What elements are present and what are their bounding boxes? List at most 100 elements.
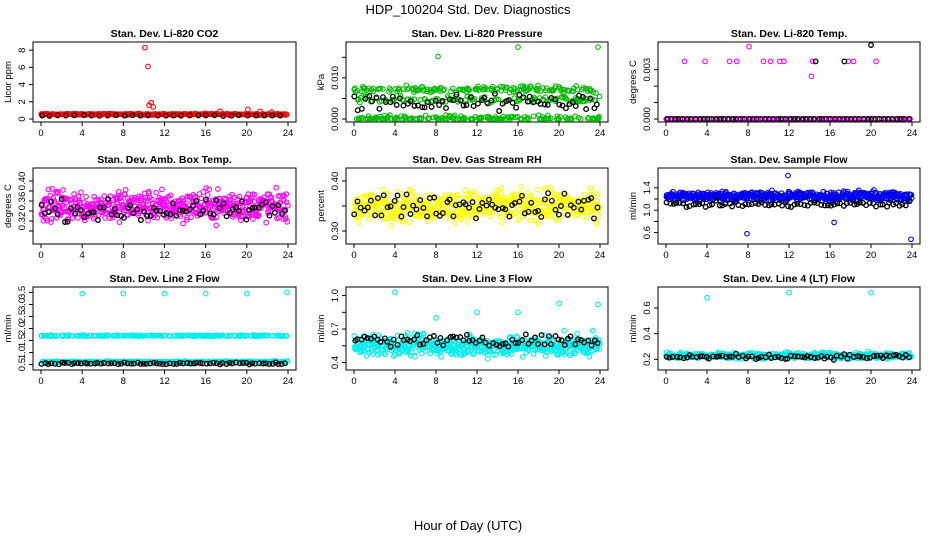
data-point bbox=[153, 189, 160, 196]
data-point bbox=[587, 185, 594, 192]
data-point bbox=[706, 202, 713, 209]
data-point bbox=[490, 351, 496, 358]
data-point bbox=[257, 108, 264, 115]
data-point bbox=[562, 95, 569, 101]
data-point bbox=[193, 359, 200, 366]
data-point bbox=[596, 93, 603, 100]
x-tick-label: 16 bbox=[825, 376, 836, 387]
data-point bbox=[398, 213, 405, 220]
data-point bbox=[505, 349, 511, 356]
panel-title: Stan. Dev. Li-820 Temp. bbox=[731, 28, 847, 40]
data-point bbox=[704, 294, 710, 301]
x-tick-label: 24 bbox=[907, 376, 918, 387]
data-point bbox=[236, 193, 243, 200]
data-point bbox=[468, 94, 475, 101]
data-point bbox=[901, 116, 907, 122]
data-point bbox=[394, 116, 401, 122]
data-point bbox=[463, 331, 470, 338]
data-point bbox=[459, 86, 465, 93]
y-axis-label: degrees C bbox=[3, 184, 14, 228]
data-point bbox=[906, 354, 913, 361]
data-point bbox=[746, 116, 753, 122]
data-point bbox=[508, 350, 515, 357]
data-point bbox=[362, 95, 369, 102]
x-tick-label: 0 bbox=[38, 376, 43, 387]
data-point bbox=[779, 202, 786, 209]
data-point bbox=[275, 361, 282, 367]
data-point bbox=[252, 204, 259, 211]
data-point bbox=[762, 201, 769, 208]
data-point bbox=[705, 355, 712, 362]
data-point bbox=[61, 204, 68, 211]
data-point bbox=[197, 211, 204, 218]
data-point bbox=[424, 99, 431, 106]
data-point bbox=[413, 206, 420, 213]
x-tick-label: 20 bbox=[242, 250, 253, 261]
data-point bbox=[472, 212, 479, 219]
data-point bbox=[713, 197, 720, 204]
data-point bbox=[374, 195, 381, 202]
x-tick-label: 8 bbox=[745, 128, 750, 139]
data-point bbox=[71, 191, 77, 197]
y-tick-label: 0.36 bbox=[17, 192, 28, 211]
data-point bbox=[145, 63, 151, 70]
data-point bbox=[432, 97, 439, 104]
data-point bbox=[38, 202, 45, 209]
data-point bbox=[176, 359, 183, 366]
data-point bbox=[463, 209, 470, 216]
data-point bbox=[744, 230, 750, 237]
data-point bbox=[520, 94, 527, 101]
data-point bbox=[535, 82, 541, 89]
data-point bbox=[594, 340, 601, 347]
data-point bbox=[812, 58, 819, 65]
data-point bbox=[801, 202, 808, 209]
data-point bbox=[114, 333, 121, 339]
data-point bbox=[450, 213, 457, 220]
data-point bbox=[269, 112, 276, 119]
data-point bbox=[379, 86, 386, 92]
x-tick-label: 8 bbox=[433, 250, 438, 261]
data-point bbox=[713, 116, 720, 122]
data-point bbox=[146, 102, 152, 109]
data-point bbox=[59, 359, 66, 366]
data-point bbox=[46, 209, 52, 215]
data-point bbox=[269, 360, 276, 367]
data-point bbox=[552, 333, 559, 340]
data-point bbox=[674, 353, 681, 360]
data-point bbox=[42, 360, 49, 367]
data-point bbox=[256, 360, 263, 367]
data-point bbox=[228, 112, 235, 119]
data-point bbox=[229, 360, 236, 367]
data-point bbox=[213, 222, 220, 229]
data-point bbox=[516, 92, 523, 98]
data-point bbox=[450, 333, 457, 340]
y-axis-label: ml/min bbox=[628, 315, 639, 343]
data-point bbox=[105, 196, 111, 203]
y-axis-label: degrees C bbox=[628, 60, 639, 104]
data-point bbox=[162, 112, 169, 119]
data-point bbox=[760, 58, 767, 65]
data-point bbox=[48, 219, 54, 225]
data-point bbox=[473, 191, 479, 197]
data-point bbox=[552, 96, 559, 103]
data-point bbox=[206, 360, 213, 367]
data-point bbox=[690, 201, 697, 208]
data-point bbox=[799, 353, 805, 360]
data-point bbox=[190, 202, 197, 209]
data-point bbox=[589, 327, 596, 334]
data-point bbox=[572, 341, 579, 348]
data-point bbox=[116, 219, 123, 225]
data-point bbox=[799, 116, 806, 122]
data-point bbox=[227, 209, 233, 216]
data-point bbox=[387, 343, 394, 350]
x-tick-label: 0 bbox=[351, 250, 356, 261]
data-point bbox=[830, 356, 837, 363]
data-point bbox=[399, 218, 406, 225]
data-point bbox=[262, 199, 269, 206]
x-tick-label: 4 bbox=[704, 250, 709, 261]
data-point bbox=[409, 115, 415, 121]
data-point bbox=[515, 44, 521, 50]
data-point bbox=[284, 218, 291, 225]
data-point bbox=[552, 83, 559, 89]
data-point bbox=[98, 360, 105, 367]
